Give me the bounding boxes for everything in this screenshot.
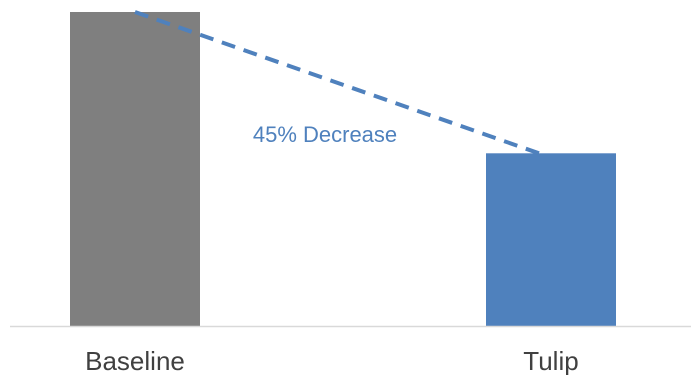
decrease-annotation-label: 45% Decrease — [253, 122, 397, 147]
bar-tulip — [486, 153, 616, 326]
bar-baseline — [70, 12, 200, 326]
bars-layer — [70, 12, 616, 326]
decrease-trend-line — [134, 10, 540, 156]
category-label-baseline: Baseline — [85, 346, 185, 375]
category-label-tulip: Tulip — [523, 346, 578, 375]
